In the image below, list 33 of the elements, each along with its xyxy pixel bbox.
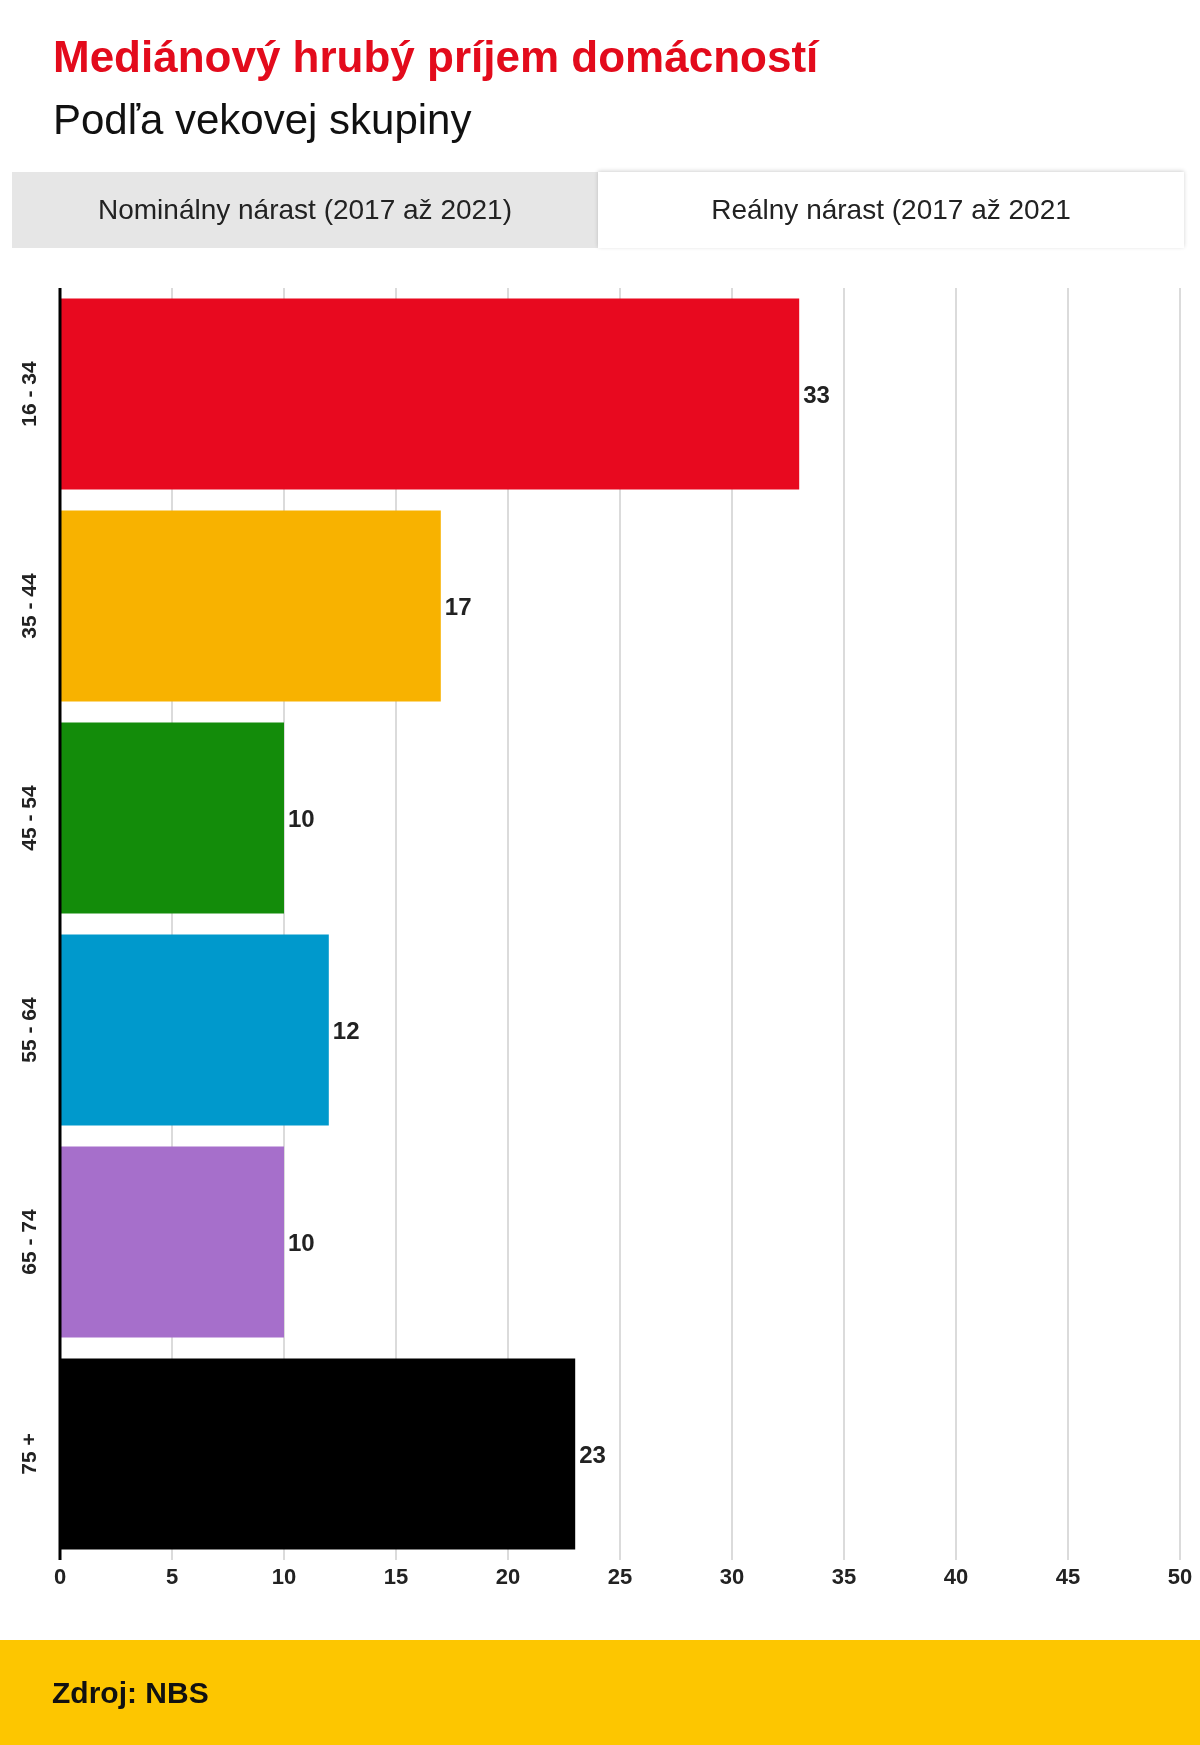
- bar: [60, 298, 800, 490]
- data-label: 23: [579, 1440, 606, 1468]
- data-label: 10: [288, 1228, 315, 1256]
- y-tick-label: 35 - 44: [16, 573, 40, 639]
- bar: [60, 1146, 284, 1338]
- x-tick-label: 20: [495, 1563, 521, 1589]
- x-tick-label: 10: [271, 1563, 297, 1589]
- data-label: 12: [332, 1016, 360, 1044]
- x-tick-label: 30: [719, 1563, 745, 1589]
- y-tick-label: 16 - 34: [16, 361, 40, 427]
- bar: [60, 722, 284, 914]
- text: Zdroj: NBS: [52, 1676, 209, 1710]
- data-label: 17: [444, 592, 472, 620]
- y-tick-label: 45 - 54: [16, 785, 40, 851]
- bar: [60, 510, 441, 702]
- bar: [60, 934, 329, 1126]
- x-tick-label: 5: [165, 1563, 179, 1589]
- x-tick-label: 35: [831, 1563, 857, 1589]
- data-label: 33: [803, 380, 830, 408]
- tab: Nominálny nárast (2017 až 2021): [12, 172, 598, 248]
- y-tick-label: 65 - 74: [16, 1209, 40, 1275]
- data-label: 10: [288, 804, 315, 832]
- x-tick-label: 15: [383, 1563, 409, 1589]
- y-tick-label: 55 - 64: [16, 997, 40, 1063]
- chart-title: Mediánový hrubý príjem domácností: [53, 32, 819, 82]
- y-tick-label: 75 +: [16, 1433, 40, 1475]
- chart-subtitle: Podľa vekovej skupiny: [53, 96, 472, 144]
- tab: Reálny nárast (2017 až 2021: [598, 172, 1184, 248]
- x-tick-label: 40: [943, 1563, 969, 1589]
- x-tick-label: 45: [1055, 1563, 1081, 1589]
- x-tick-label: 25: [607, 1563, 633, 1589]
- x-tick-label: 0: [53, 1563, 67, 1589]
- x-tick-label: 50: [1167, 1563, 1193, 1589]
